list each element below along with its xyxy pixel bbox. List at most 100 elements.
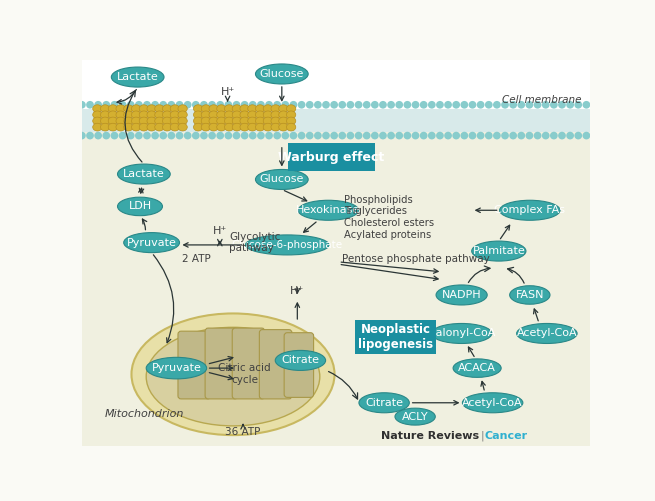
- Circle shape: [453, 101, 460, 109]
- Ellipse shape: [146, 327, 320, 426]
- Ellipse shape: [500, 200, 560, 220]
- Ellipse shape: [255, 169, 308, 189]
- Circle shape: [233, 132, 240, 139]
- Circle shape: [135, 101, 143, 109]
- Circle shape: [387, 132, 395, 139]
- Circle shape: [184, 132, 191, 139]
- Text: H⁺: H⁺: [290, 286, 305, 296]
- Ellipse shape: [263, 111, 272, 119]
- Ellipse shape: [100, 111, 110, 119]
- Circle shape: [102, 132, 110, 139]
- Text: Lactate: Lactate: [123, 169, 165, 179]
- Ellipse shape: [170, 117, 179, 125]
- Circle shape: [403, 132, 411, 139]
- Text: Citric acid
cycle: Citric acid cycle: [218, 364, 271, 385]
- Ellipse shape: [108, 117, 117, 125]
- Ellipse shape: [248, 105, 257, 113]
- Ellipse shape: [132, 314, 335, 435]
- Circle shape: [567, 132, 574, 139]
- Ellipse shape: [100, 117, 110, 125]
- Bar: [82, 60, 590, 113]
- Ellipse shape: [255, 111, 265, 119]
- Circle shape: [387, 101, 395, 109]
- Text: Cell membrane: Cell membrane: [502, 95, 582, 105]
- Circle shape: [346, 132, 354, 139]
- Circle shape: [273, 101, 281, 109]
- Circle shape: [159, 101, 167, 109]
- Ellipse shape: [93, 111, 102, 119]
- Circle shape: [517, 101, 525, 109]
- Ellipse shape: [178, 111, 187, 119]
- Text: Phospholipids
Triglycerides
Cholesterol esters
Acylated proteins: Phospholipids Triglycerides Cholesterol …: [344, 195, 434, 239]
- Ellipse shape: [246, 235, 329, 255]
- Ellipse shape: [155, 117, 164, 125]
- Ellipse shape: [240, 105, 250, 113]
- Circle shape: [282, 132, 290, 139]
- Ellipse shape: [117, 197, 162, 215]
- Ellipse shape: [217, 123, 226, 131]
- Ellipse shape: [248, 117, 257, 125]
- Circle shape: [200, 101, 208, 109]
- Circle shape: [94, 101, 102, 109]
- Ellipse shape: [298, 200, 358, 220]
- Circle shape: [468, 132, 476, 139]
- Ellipse shape: [146, 357, 206, 379]
- Ellipse shape: [155, 123, 164, 131]
- Circle shape: [363, 132, 371, 139]
- Ellipse shape: [162, 105, 172, 113]
- Ellipse shape: [100, 105, 110, 113]
- Circle shape: [420, 132, 428, 139]
- Ellipse shape: [132, 111, 141, 119]
- Ellipse shape: [395, 408, 436, 425]
- Circle shape: [444, 101, 452, 109]
- Ellipse shape: [255, 105, 265, 113]
- Ellipse shape: [432, 324, 492, 344]
- Ellipse shape: [271, 123, 280, 131]
- Ellipse shape: [116, 105, 125, 113]
- Ellipse shape: [124, 117, 133, 125]
- Circle shape: [339, 132, 346, 139]
- Ellipse shape: [271, 117, 280, 125]
- Ellipse shape: [155, 111, 164, 119]
- Text: Pentose phosphate pathway: Pentose phosphate pathway: [341, 254, 489, 264]
- Circle shape: [510, 132, 517, 139]
- Circle shape: [290, 132, 297, 139]
- Ellipse shape: [201, 111, 210, 119]
- Circle shape: [420, 101, 428, 109]
- Circle shape: [86, 132, 94, 139]
- Circle shape: [330, 132, 338, 139]
- Ellipse shape: [286, 105, 296, 113]
- Ellipse shape: [240, 117, 250, 125]
- FancyBboxPatch shape: [205, 328, 238, 399]
- Text: Glucose: Glucose: [259, 174, 304, 184]
- Circle shape: [567, 101, 574, 109]
- Text: FASN: FASN: [515, 290, 544, 300]
- Ellipse shape: [162, 111, 172, 119]
- Circle shape: [290, 101, 297, 109]
- Ellipse shape: [209, 105, 218, 113]
- Text: Cancer: Cancer: [485, 431, 528, 441]
- Circle shape: [168, 101, 176, 109]
- Circle shape: [257, 132, 265, 139]
- Ellipse shape: [201, 117, 210, 125]
- FancyBboxPatch shape: [356, 320, 436, 354]
- Ellipse shape: [116, 117, 125, 125]
- Circle shape: [135, 132, 143, 139]
- Text: Neoplastic
lipogenesis: Neoplastic lipogenesis: [358, 323, 434, 351]
- Circle shape: [249, 132, 257, 139]
- Circle shape: [363, 101, 371, 109]
- Text: Pyruvate: Pyruvate: [126, 237, 177, 247]
- Circle shape: [249, 101, 257, 109]
- Circle shape: [282, 101, 290, 109]
- Ellipse shape: [170, 111, 179, 119]
- Ellipse shape: [209, 123, 218, 131]
- Circle shape: [159, 132, 167, 139]
- Ellipse shape: [286, 117, 296, 125]
- Ellipse shape: [162, 117, 172, 125]
- Circle shape: [200, 132, 208, 139]
- Circle shape: [168, 132, 176, 139]
- Circle shape: [485, 101, 493, 109]
- Circle shape: [396, 132, 403, 139]
- Circle shape: [460, 101, 468, 109]
- Ellipse shape: [517, 324, 577, 344]
